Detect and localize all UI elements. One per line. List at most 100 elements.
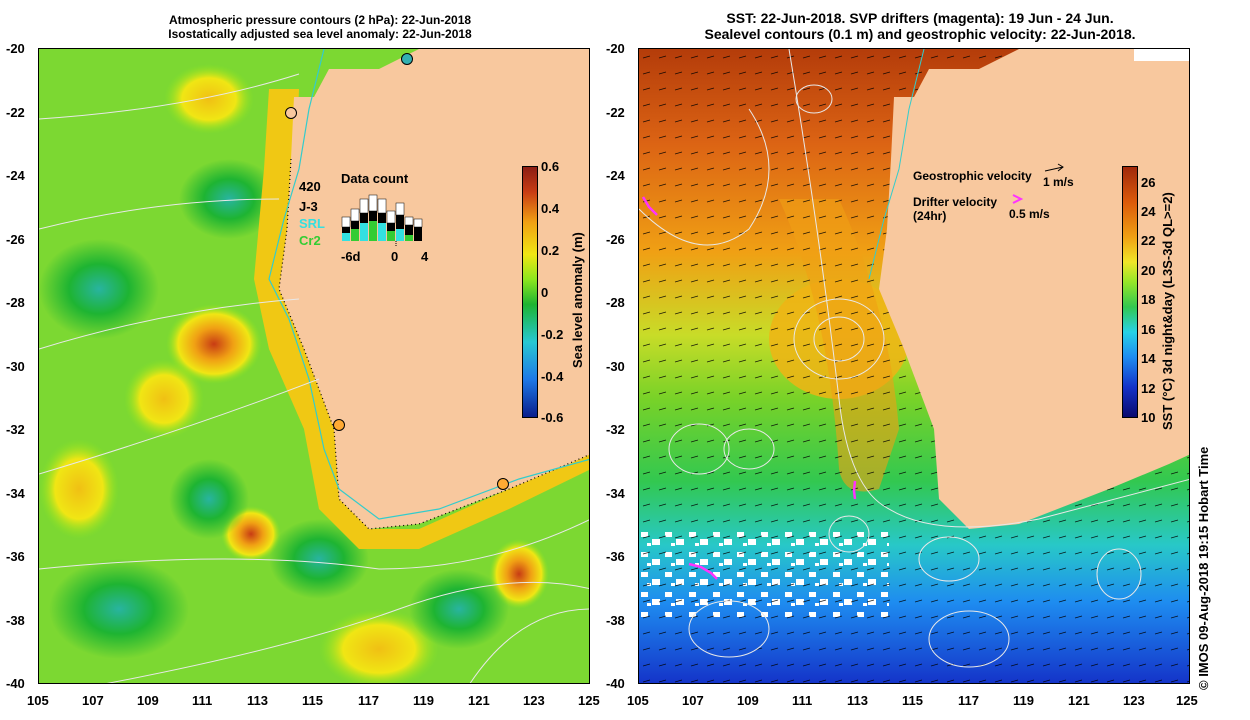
drifter-velocity-label: Drifter velocity — [913, 195, 998, 209]
sealevel-contour — [788, 49, 1189, 528]
y-tick: -34 — [6, 486, 25, 501]
sla-positive-anomaly — [319, 609, 439, 683]
legend-j3: J-3 — [299, 199, 318, 214]
sla-negative-anomaly — [39, 239, 159, 339]
pressure-contour — [39, 519, 589, 570]
x-tick: 119 — [1013, 693, 1034, 708]
sla-colorbar-tick: -0.4 — [541, 369, 564, 384]
sst-colorbar-tick: 24 — [1141, 204, 1156, 219]
y-tick: -30 — [6, 359, 25, 374]
y-tick: -40 — [606, 676, 625, 691]
y-tick: -32 — [6, 422, 25, 437]
data-count-axis-end: 4 — [421, 249, 429, 264]
bar-day — [395, 202, 405, 241]
coastline-dotted — [278, 158, 589, 530]
left-title-line1: Atmospheric pressure contours (2 hPa): 2… — [168, 13, 472, 27]
y-tick: -34 — [606, 486, 625, 501]
x-tick: 107 — [682, 693, 704, 708]
bar-day — [359, 198, 369, 241]
x-tick: 125 — [1176, 693, 1198, 708]
bar-day — [350, 208, 360, 241]
y-tick: -20 — [606, 41, 625, 56]
y-tick: -40 — [6, 676, 25, 691]
bar-day — [377, 198, 387, 241]
sla-map-canvas — [39, 49, 589, 683]
y-tick: -26 — [6, 232, 25, 247]
data-count-max: 420 — [299, 179, 321, 194]
right-map-title: SST: 22-Jun-2018. SVP drifters (magenta)… — [650, 10, 1190, 42]
x-tick: 115 — [302, 693, 323, 708]
sst-colorbar-tick: 20 — [1141, 263, 1156, 278]
x-tick: 115 — [902, 693, 923, 708]
pressure-contour — [106, 581, 589, 683]
y-tick: -20 — [6, 41, 25, 56]
sst-colorbar-tick: 10 — [1141, 410, 1156, 425]
y-tick: -38 — [6, 613, 25, 628]
pressure-contour — [39, 298, 300, 350]
x-tick: 121 — [468, 693, 490, 708]
y-tick: -36 — [6, 549, 25, 564]
shelf-contour-line — [868, 49, 925, 280]
y-tick: -24 — [606, 168, 625, 183]
x-tick: 125 — [578, 693, 600, 708]
sla-high-anomaly — [166, 304, 262, 384]
tide-gauge-marker — [497, 478, 509, 490]
y-tick: -36 — [606, 549, 625, 564]
x-tick: 109 — [137, 693, 159, 708]
left-title-line2: Isostatically adjusted sea level anomaly… — [168, 27, 472, 41]
x-tick: 117 — [958, 693, 979, 708]
drifter-track — [641, 196, 658, 216]
legend-srl: SRL — [299, 216, 325, 231]
y-tick: -26 — [606, 232, 625, 247]
sla-negative-anomaly — [169, 459, 249, 539]
sealevel-contour — [928, 610, 1010, 668]
sla-negative-anomaly — [409, 569, 509, 649]
sealevel-contour — [918, 536, 980, 582]
sla-negative-anomaly — [49, 559, 189, 659]
data-count-axis-zero: 0 — [391, 249, 399, 264]
geostrophic-scale-arrowhead — [1057, 163, 1064, 172]
sla-negative-anomaly — [179, 159, 279, 239]
y-tick: -38 — [606, 613, 625, 628]
sealevel-contour — [813, 316, 865, 362]
y-tick: -32 — [606, 422, 625, 437]
sea-level-anomaly-map: Data count 420 J-3 SRL Cr2 -6d 0 4 — [38, 48, 590, 684]
pressure-contour — [39, 198, 280, 230]
shelf-contour-line — [268, 49, 589, 520]
sla-colorbar-tick: 0.4 — [541, 201, 560, 216]
sealevel-contour — [639, 108, 770, 246]
sla-colorbar-tick: 0.6 — [541, 159, 560, 174]
sla-colorbar-tick: -0.6 — [541, 410, 564, 425]
x-tick: 111 — [192, 693, 213, 708]
x-tick: 113 — [847, 693, 868, 708]
sla-positive-anomaly — [124, 359, 204, 439]
geostrophic-scale-arrow — [1044, 166, 1064, 172]
x-tick: 109 — [737, 693, 759, 708]
tide-gauge-marker — [333, 419, 345, 431]
sst-colorbar-tick: 12 — [1141, 381, 1156, 396]
australia-landmass — [879, 49, 1189, 529]
sealevel-contour — [688, 600, 770, 658]
drifter-track — [688, 562, 718, 580]
data-count-bars — [341, 194, 423, 247]
data-count-inset: Data count 420 J-3 SRL Cr2 -6d 0 4 — [297, 169, 437, 269]
drifter-scale-arrowhead — [1012, 194, 1024, 204]
x-tick: 123 — [1123, 693, 1145, 708]
y-tick: -22 — [6, 105, 25, 120]
bar-day — [404, 216, 414, 241]
sst-colorbar-tick: 16 — [1141, 322, 1156, 337]
geostrophic-velocity-label: Geostrophic velocity — [913, 169, 1032, 183]
x-tick: 121 — [1068, 693, 1090, 708]
sst-map-canvas — [639, 49, 1189, 683]
sla-colorbar-tick: 0 — [541, 285, 549, 300]
right-title-line1: SST: 22-Jun-2018. SVP drifters (magenta)… — [726, 10, 1114, 26]
sst-colorbar-tick: 26 — [1141, 175, 1156, 190]
data-count-axis-start: -6d — [341, 249, 361, 264]
geostrophic-velocity-scale: 1 m/s — [1043, 175, 1074, 189]
sla-high-anomaly — [489, 539, 549, 609]
sla-positive-anomaly — [39, 439, 119, 539]
y-tick: -24 — [6, 168, 25, 183]
sealevel-contour — [1096, 548, 1142, 600]
sla-colorbar-tick: 0.2 — [541, 243, 560, 258]
drifter-velocity-scale: 0.5 m/s — [1009, 207, 1050, 221]
